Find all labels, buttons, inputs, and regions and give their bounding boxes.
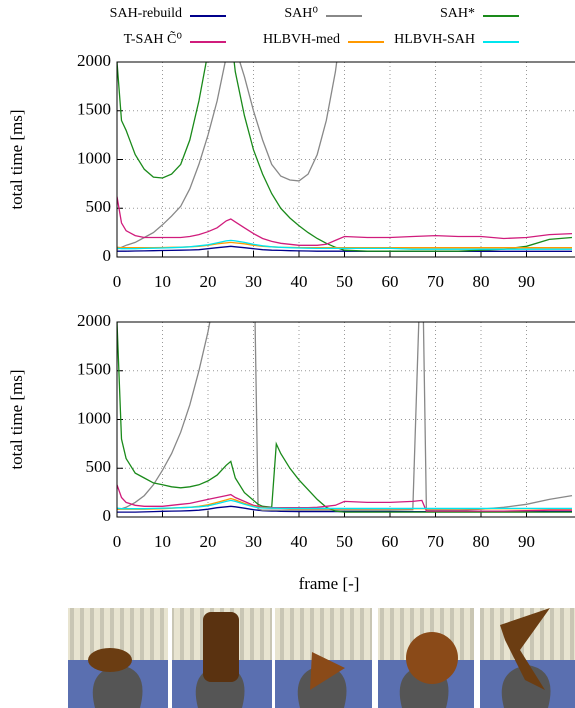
legend-label: SAH* (440, 6, 475, 21)
x-tick-label: 0 (113, 532, 122, 551)
y-tick-label: 500 (86, 197, 112, 216)
series-line (117, 322, 573, 511)
legend-label: HLBVH-SAH (394, 32, 475, 47)
x-tick-label: 10 (154, 532, 171, 551)
y-axis-label: total time [ms] (7, 109, 26, 209)
x-tick-label: 30 (245, 532, 262, 551)
legend-label: SAH⁰ (284, 6, 318, 21)
x-tick-label: 80 (473, 532, 490, 551)
y-tick-label: 1000 (77, 408, 111, 427)
series-line (117, 322, 572, 513)
x-tick-label: 40 (291, 532, 308, 551)
x-tick-label: 0 (113, 272, 122, 291)
y-axis-label: total time [ms] (7, 369, 26, 469)
y-tick-label: 1000 (77, 148, 111, 167)
x-tick-label: 10 (154, 272, 171, 291)
thumbnail (480, 608, 575, 708)
y-tick-label: 500 (86, 457, 112, 476)
y-tick-label: 2000 (77, 51, 111, 70)
x-tick-label: 50 (336, 272, 353, 291)
x-tick-label: 50 (336, 532, 353, 551)
legend-label: T-SAH C̃⁰ (124, 30, 183, 47)
series-line (117, 62, 573, 252)
x-tick-label: 20 (200, 272, 217, 291)
series-line (117, 62, 338, 250)
thumbnail (172, 608, 272, 708)
plot-area (117, 322, 573, 513)
x-axis-label: frame [-] (299, 574, 360, 593)
series-line (117, 499, 572, 510)
y-tick-label: 0 (103, 506, 112, 525)
axis-frame (116, 61, 575, 258)
y-tick-label: 2000 (77, 311, 111, 330)
legend-label: HLBVH-med (263, 32, 340, 47)
legend-label: SAH-rebuild (110, 6, 182, 21)
x-tick-label: 60 (382, 532, 399, 551)
x-tick-label: 20 (200, 532, 217, 551)
axis-frame (116, 321, 575, 518)
x-tick-label: 90 (518, 272, 535, 291)
x-tick-label: 70 (427, 272, 444, 291)
thumbnail (275, 608, 372, 708)
y-tick-label: 1500 (77, 360, 111, 379)
x-tick-label: 70 (427, 532, 444, 551)
thumbnails (68, 608, 575, 708)
y-tick-label: 0 (103, 246, 112, 265)
x-tick-label: 40 (291, 272, 308, 291)
series-line (117, 239, 572, 250)
series-line (117, 196, 573, 246)
thumbnail (378, 608, 474, 708)
plot-area (117, 62, 573, 252)
x-tick-label: 60 (382, 272, 399, 291)
x-tick-label: 80 (473, 272, 490, 291)
x-tick-label: 30 (245, 272, 262, 291)
x-tick-label: 90 (518, 532, 535, 551)
thumbnail (68, 608, 168, 708)
y-tick-label: 1500 (77, 100, 111, 119)
